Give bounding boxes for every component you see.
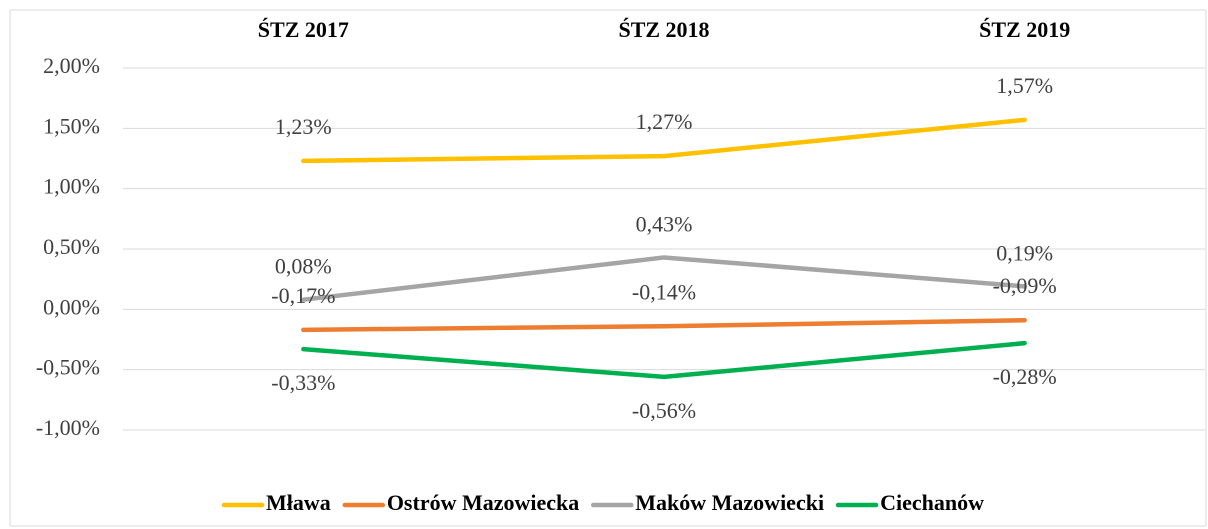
data-label: 1,57% bbox=[996, 73, 1053, 98]
legend-label: Ciechanów bbox=[880, 490, 984, 515]
data-label: 1,23% bbox=[275, 114, 332, 139]
series-line bbox=[301, 317, 1027, 333]
y-tick-label: -0,50% bbox=[36, 355, 100, 380]
legend-label: Ostrów Mazowiecka bbox=[387, 490, 579, 515]
data-label: -0,17% bbox=[271, 283, 335, 308]
x-tick-label: ŚTZ 2017 bbox=[258, 17, 349, 42]
x-tick-label: ŚTZ 2019 bbox=[979, 17, 1070, 42]
data-label: -0,14% bbox=[632, 279, 696, 304]
data-label: 0,19% bbox=[996, 240, 1053, 265]
y-tick-label: 1,50% bbox=[43, 113, 100, 138]
series-line bbox=[301, 117, 1027, 164]
y-tick-label: 2,00% bbox=[43, 53, 100, 78]
data-label: 1,27% bbox=[636, 109, 693, 134]
y-tick-label: 1,00% bbox=[43, 174, 100, 199]
legend-label: Maków Mazowiecki bbox=[635, 490, 824, 515]
y-tick-label: 0,00% bbox=[43, 294, 100, 319]
data-label: -0,09% bbox=[993, 273, 1057, 298]
x-tick-label: ŚTZ 2018 bbox=[618, 17, 709, 42]
y-tick-label: -1,00% bbox=[36, 415, 100, 440]
data-label: -0,33% bbox=[271, 370, 335, 395]
data-label: 0,08% bbox=[275, 254, 332, 279]
data-label: 0,43% bbox=[636, 211, 693, 236]
series-line bbox=[301, 340, 1027, 380]
data-label: -0,28% bbox=[993, 364, 1057, 389]
y-tick-label: 0,50% bbox=[43, 234, 100, 259]
data-label: -0,56% bbox=[632, 398, 696, 423]
legend-label: Mława bbox=[266, 490, 331, 515]
series-line bbox=[301, 255, 1027, 302]
chart-border bbox=[9, 9, 1207, 527]
